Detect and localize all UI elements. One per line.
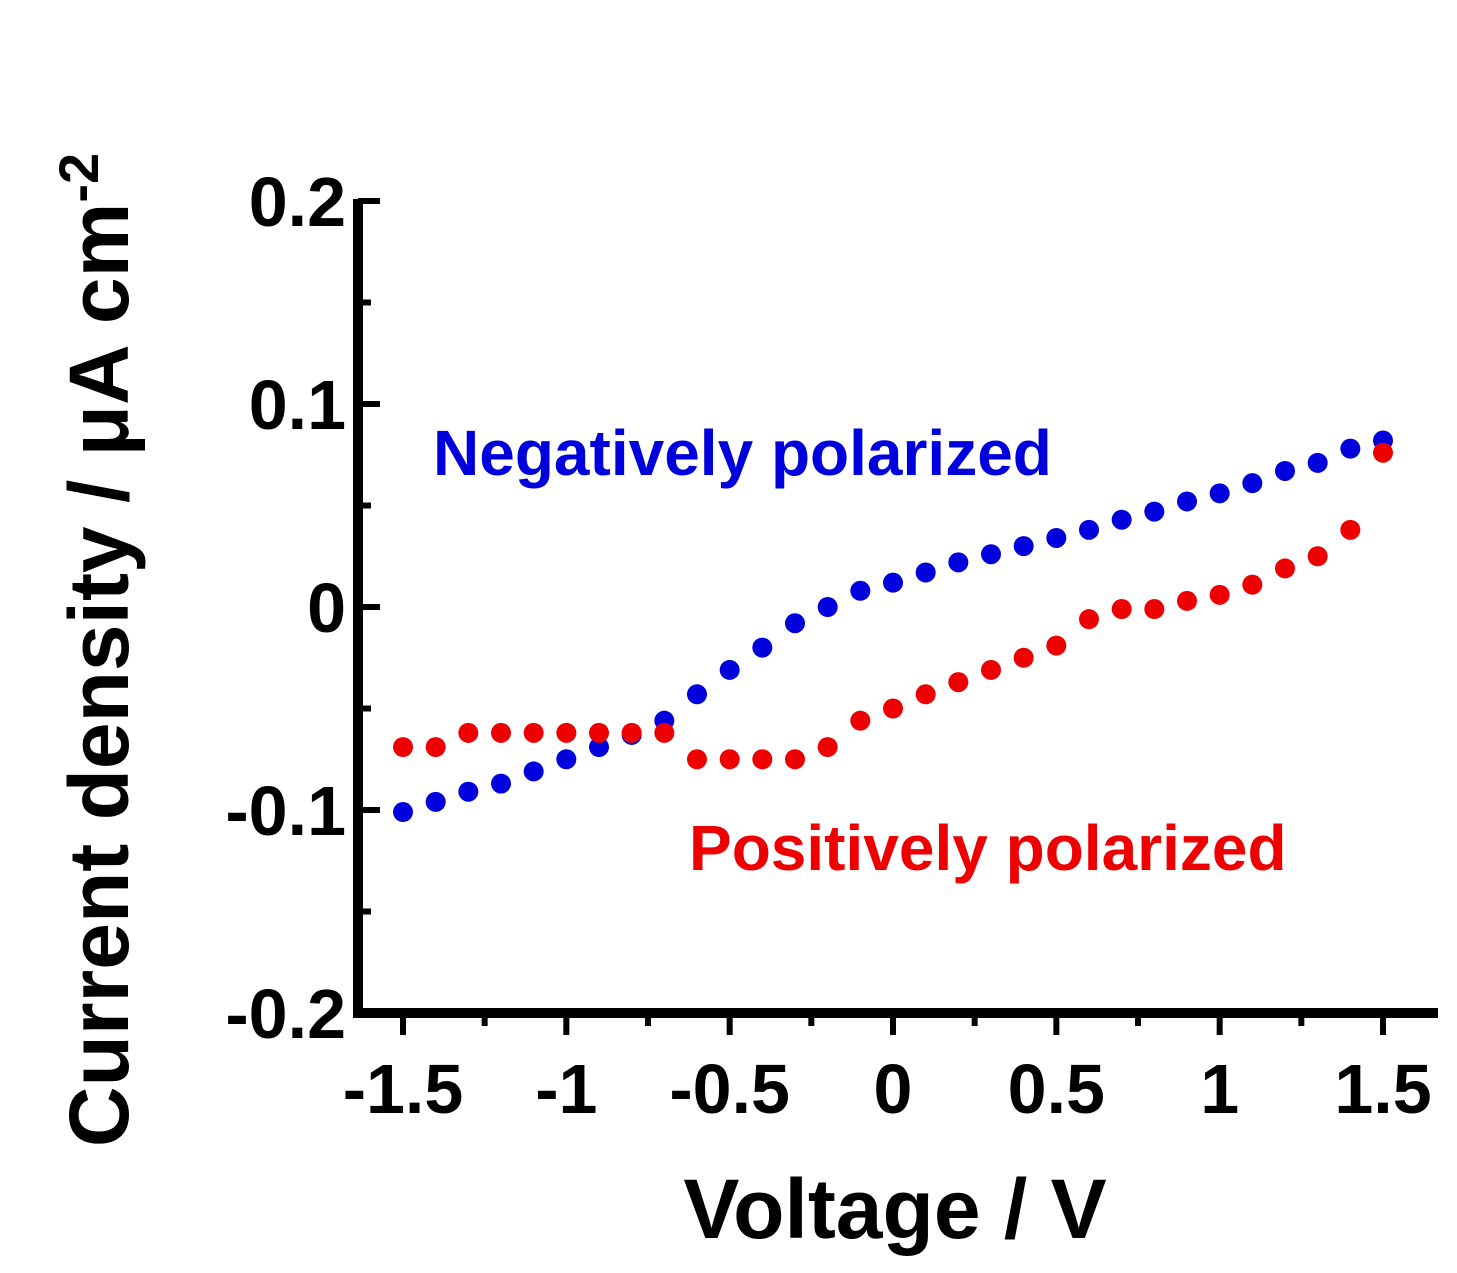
data-point [1340,438,1361,459]
data-points [393,430,1393,823]
data-point [523,761,544,782]
data-point [1242,473,1263,494]
x-tick-label: -0.5 [669,1050,790,1128]
data-point [1144,599,1165,620]
data-point [556,749,577,770]
data-point [556,722,577,743]
x-tick-label: 0 [874,1050,913,1128]
data-point [785,613,805,634]
x-tick-label: -1.5 [343,1050,464,1128]
data-point [719,659,740,680]
data-point [915,684,936,705]
data-point [393,802,413,823]
data-point [1111,509,1132,530]
tick-labels: -0.2 -0.1 0 0.1 0.2 -1.5 -1 -0.5 0 0.5 1 1.5 [225,163,1431,1128]
series-positively-polarized [393,442,1393,770]
x-tick-label: 0.5 [1008,1050,1105,1128]
y-tick-label: -0.2 [225,975,346,1053]
data-point [425,791,446,812]
data-point [491,722,511,743]
y-tick-label: 0.1 [249,366,346,444]
series-label-negatively-polarized: Negatively polarized [433,417,1052,489]
data-point [1307,452,1328,473]
data-point [785,749,805,770]
data-point [523,722,544,743]
data-point [1177,491,1197,512]
data-point [850,580,871,601]
data-point [752,749,773,770]
data-point [948,552,969,573]
data-point [1275,558,1295,579]
data-point [981,659,1001,680]
data-point [589,722,609,743]
data-point [1013,536,1034,557]
axes [353,199,1438,1018]
data-point [1111,599,1132,620]
data-point [425,737,446,758]
data-point [948,672,969,693]
data-point [817,737,838,758]
data-point [654,722,675,743]
data-point [981,544,1001,565]
data-point [1144,501,1165,522]
x-tick-label: -1 [535,1050,597,1128]
data-point [883,698,903,719]
data-point [1046,635,1067,656]
data-point [1242,574,1263,595]
data-point [850,710,871,731]
data-point [719,749,740,770]
data-point [1079,609,1099,630]
x-tick-label: 1.5 [1334,1050,1431,1128]
x-axis-title: Voltage / V [683,1162,1106,1256]
data-point [1340,519,1361,540]
data-point [1275,460,1295,481]
y-tick-label: -0.1 [225,772,346,850]
data-point [1177,590,1197,611]
data-point [687,684,707,705]
data-point [458,722,479,743]
y-axis-title-text: Current density / μA cm [52,203,146,1147]
data-point [1209,584,1230,605]
y-axis-title-superscript: -2 [47,153,110,203]
data-point [589,737,609,758]
y-tick-label: 0.2 [249,163,346,241]
data-point [621,722,642,743]
data-point [1079,519,1099,540]
data-point [752,637,773,658]
data-point [1307,546,1328,567]
svg-text:Current density / μA cm-2: Current density / μA cm-2 [47,153,146,1147]
y-axis-title: Current density / μA cm-2 [47,153,146,1147]
y-tick-label: 0 [307,569,346,647]
data-point [491,773,511,794]
data-point [458,781,479,802]
data-point [687,749,707,770]
data-point [393,737,413,758]
x-tick-label: 1 [1200,1050,1239,1128]
data-point [1046,527,1067,548]
series-label-positively-polarized: Positively polarized [689,812,1287,884]
data-point [1209,483,1230,504]
data-point [817,597,838,617]
data-point [1373,442,1393,463]
series-negatively-polarized [393,430,1393,823]
data-point [915,562,936,583]
data-point [883,572,903,593]
ticks [358,198,1386,1035]
data-point [1013,647,1034,668]
